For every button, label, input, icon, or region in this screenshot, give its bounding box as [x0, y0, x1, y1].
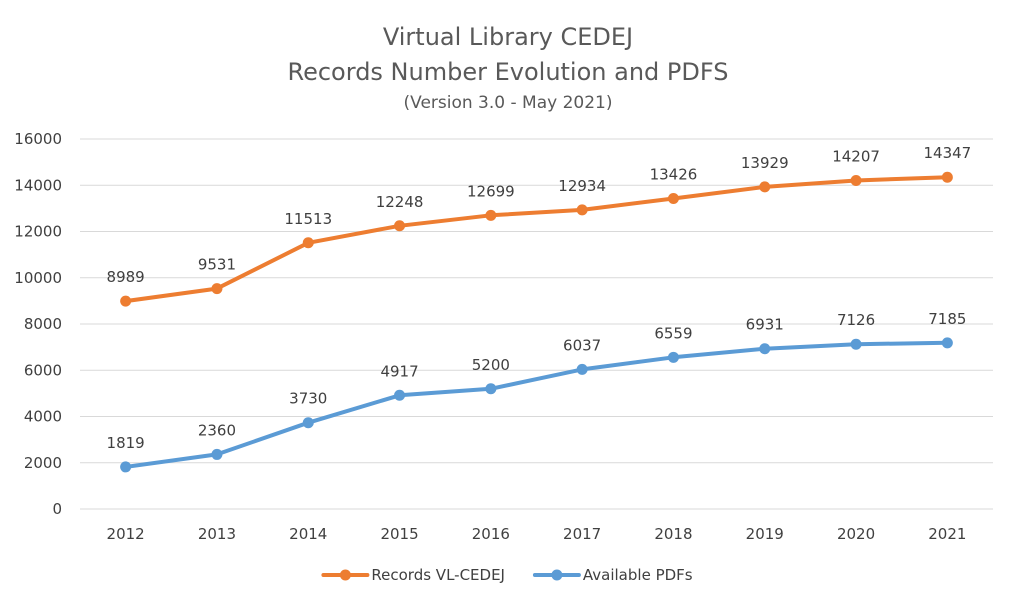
y-tick-label-16000: 16000 — [14, 130, 62, 148]
chart-title-group: Virtual Library CEDEJ Records Number Evo… — [288, 23, 729, 113]
x-tick-label-2016: 2016 — [472, 525, 510, 543]
data-label-available-pdfs-2016: 5200 — [472, 356, 510, 374]
legend: Records VL-CEDEJ Available PDFs — [321, 566, 693, 584]
data-point-available-pdfs-2012 — [120, 461, 132, 473]
data-label-records-vl-cedej-2013: 9531 — [198, 256, 236, 274]
data-label-records-vl-cedej-2015: 12248 — [376, 193, 424, 211]
data-point-records-vl-cedej-2018 — [667, 193, 679, 205]
data-point-available-pdfs-2021 — [941, 337, 953, 349]
x-tick-label-2019: 2019 — [746, 525, 784, 543]
data-point-records-vl-cedej-2012 — [120, 295, 132, 307]
data-label-records-vl-cedej-2012: 8989 — [107, 268, 145, 286]
data-label-available-pdfs-2015: 4917 — [380, 362, 418, 380]
grid-layer — [80, 138, 993, 510]
series-line-available-pdfs — [123, 340, 950, 469]
data-label-records-vl-cedej-2014: 11513 — [284, 210, 332, 228]
data-point-available-pdfs-2017 — [576, 363, 588, 375]
y-tick-label-6000: 6000 — [24, 361, 62, 379]
data-point-available-pdfs-2015 — [394, 389, 406, 401]
legend-item-available-pdfs: Available PDFs — [532, 566, 693, 584]
y-tick-label-10000: 10000 — [14, 269, 62, 287]
legend-swatch-marker-available-pdfs — [551, 569, 563, 581]
y-tick-label-4000: 4000 — [24, 408, 62, 426]
x-tick-label-2014: 2014 — [289, 525, 327, 543]
data-point-records-vl-cedej-2015 — [394, 220, 406, 232]
data-point-records-vl-cedej-2013 — [211, 283, 223, 295]
data-point-records-vl-cedej-2019 — [759, 181, 771, 193]
x-tick-label-2020: 2020 — [837, 525, 875, 543]
data-point-available-pdfs-2014 — [302, 417, 314, 429]
x-tick-label-2018: 2018 — [654, 525, 692, 543]
data-point-available-pdfs-2018 — [667, 351, 679, 363]
data-label-available-pdfs-2017: 6037 — [563, 336, 601, 354]
series-layer — [120, 171, 953, 473]
x-tick-label-2017: 2017 — [563, 525, 601, 543]
chart-title: Virtual Library CEDEJ — [383, 23, 633, 51]
data-label-available-pdfs-2019: 6931 — [746, 316, 784, 334]
x-tick-label-2021: 2021 — [928, 525, 966, 543]
legend-label-records-vl-cedej: Records VL-CEDEJ — [371, 566, 505, 584]
data-point-records-vl-cedej-2020 — [850, 174, 862, 186]
x-tick-label-2015: 2015 — [380, 525, 418, 543]
chart-version-subtitle: (Version 3.0 - May 2021) — [404, 93, 613, 113]
x-tick-label-2013: 2013 — [198, 525, 236, 543]
data-label-records-vl-cedej-2021: 14347 — [923, 144, 971, 162]
data-label-available-pdfs-2020: 7126 — [837, 311, 875, 329]
data-point-available-pdfs-2016 — [485, 383, 497, 395]
data-point-records-vl-cedej-2014 — [302, 237, 314, 249]
legend-item-records-vl-cedej: Records VL-CEDEJ — [321, 566, 505, 584]
data-label-available-pdfs-2012: 1819 — [107, 434, 145, 452]
legend-label-available-pdfs: Available PDFs — [583, 566, 693, 584]
legend-swatch-marker-records-vl-cedej — [339, 569, 351, 581]
data-point-available-pdfs-2013 — [211, 448, 223, 460]
data-label-available-pdfs-2018: 6559 — [654, 324, 692, 342]
data-label-records-vl-cedej-2018: 13426 — [650, 166, 698, 184]
data-point-records-vl-cedej-2017 — [576, 204, 588, 216]
data-label-records-vl-cedej-2017: 12934 — [558, 177, 606, 195]
series-line-records-vl-cedej — [123, 175, 950, 304]
y-tick-label-0: 0 — [52, 500, 62, 518]
y-tick-label-2000: 2000 — [24, 454, 62, 472]
data-label-records-vl-cedej-2019: 13929 — [741, 154, 789, 172]
y-tick-label-14000: 14000 — [14, 176, 62, 194]
data-label-available-pdfs-2014: 3730 — [289, 390, 327, 408]
data-label-available-pdfs-2013: 2360 — [198, 421, 236, 439]
data-label-records-vl-cedej-2016: 12699 — [467, 182, 515, 200]
axis-layer: 0 2000 4000 6000 8000 10000 12000 14000 16000 201… — [14, 130, 966, 543]
x-tick-label-2012: 2012 — [107, 525, 145, 543]
y-tick-label-8000: 8000 — [24, 315, 62, 333]
data-point-available-pdfs-2020 — [850, 338, 862, 350]
chart-subtitle: Records Number Evolution and PDFS — [288, 58, 729, 86]
data-point-available-pdfs-2019 — [759, 343, 771, 355]
data-label-records-vl-cedej-2020: 14207 — [832, 147, 880, 165]
data-point-records-vl-cedej-2016 — [485, 209, 497, 221]
y-tick-label-12000: 12000 — [14, 223, 62, 241]
data-point-records-vl-cedej-2021 — [941, 171, 953, 183]
data-label-available-pdfs-2021: 7185 — [928, 310, 966, 328]
data-label-layer: 8989 9531 11513 12248 12699 12934 13426 13929 14… — [107, 144, 972, 452]
